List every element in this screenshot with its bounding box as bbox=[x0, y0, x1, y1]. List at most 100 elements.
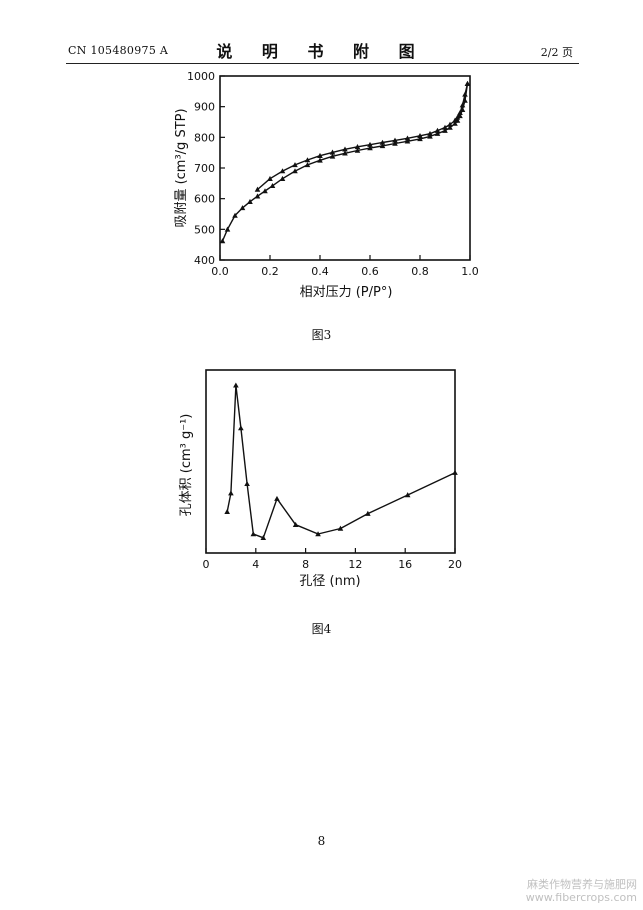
figure-4-pore-size-chart: 0 4 8 12 16 20 孔径 (nm) 孔体积 (cm³ g⁻¹) bbox=[179, 369, 462, 589]
fig3-series-1-point bbox=[354, 144, 361, 150]
fig4-series-0-point bbox=[292, 521, 299, 527]
fig3-x-tick-label: 0.8 bbox=[411, 265, 429, 278]
fig4-series-0-point bbox=[224, 508, 230, 514]
fig4-x-tick-label: 8 bbox=[302, 558, 309, 571]
fig4-series-0-point bbox=[274, 495, 280, 501]
fig3-series-1-point bbox=[404, 135, 411, 141]
fig3-series-1-point bbox=[304, 157, 311, 163]
watermark-url: www.fibercrops.com bbox=[525, 891, 637, 904]
fig4-x-tick-label: 4 bbox=[252, 558, 259, 571]
fig3-x-tick-label: 0.6 bbox=[361, 265, 379, 278]
patent-number: CN 105480975 A bbox=[68, 44, 169, 57]
fig3-series-1-point bbox=[279, 168, 286, 174]
fig3-series-1-point bbox=[427, 130, 433, 136]
fig3-series-1-point bbox=[417, 133, 423, 139]
fig3-series-1-point bbox=[457, 110, 463, 116]
fig3-series-0-point bbox=[442, 127, 448, 133]
fig4-x-tick-label: 12 bbox=[348, 558, 362, 571]
fig4-x-axis-label: 孔径 (nm) bbox=[299, 574, 360, 589]
fig4-series-0-point bbox=[238, 425, 244, 431]
fig3-series-1-point bbox=[342, 146, 348, 152]
fig3-series-0-point bbox=[379, 143, 386, 149]
fig3-series-0-point bbox=[304, 162, 311, 168]
fig3-series-0-point bbox=[354, 147, 361, 153]
fig3-series-1-point bbox=[379, 139, 386, 145]
fig3-series-1-point bbox=[447, 121, 453, 127]
fig3-y-tick-label: 900 bbox=[194, 101, 215, 114]
fig4-plot-frame bbox=[205, 369, 456, 554]
fig3-series-1-point bbox=[367, 141, 373, 147]
fig3-series-1-point bbox=[454, 114, 461, 120]
fig4-series-0-point bbox=[452, 469, 458, 475]
fig3-series-0-point bbox=[279, 175, 286, 181]
fig4-series-0-point bbox=[337, 525, 344, 531]
fig4-series-0-line bbox=[226, 384, 456, 539]
header-title: 说 明 书 附 图 bbox=[216, 42, 427, 61]
fig3-series-0-point bbox=[254, 193, 261, 199]
fig3-x-axis-label: 相对压力 (P/P°) bbox=[300, 285, 393, 300]
fig3-series-0-point bbox=[262, 188, 268, 194]
fig3-series-1-point bbox=[464, 80, 471, 86]
fig3-series-0-point bbox=[367, 145, 373, 151]
fig3-series-0-point bbox=[404, 138, 411, 144]
fig3-series-1-point bbox=[292, 162, 298, 168]
fig3-series-0-point bbox=[219, 238, 226, 244]
fig3-x-tick-label: 0.0 bbox=[211, 265, 229, 278]
watermark: 麻类作物营养与施肥网 www.fibercrops.com bbox=[526, 878, 637, 904]
fig3-series-0-point bbox=[417, 136, 423, 142]
watermark-name: 麻类作物营养与施肥网 bbox=[527, 878, 637, 891]
fig3-series-0-point bbox=[239, 205, 246, 211]
fig3-series-0-point bbox=[329, 153, 336, 159]
fig3-series-1-point bbox=[329, 149, 336, 155]
fig4-series-0-point bbox=[260, 534, 267, 540]
fig4-x-tick-label: 0 bbox=[203, 558, 210, 571]
fig3-y-tick-label: 1000 bbox=[187, 70, 215, 83]
fig3-series-0-point bbox=[247, 198, 253, 204]
fig3-y-tick-label: 600 bbox=[194, 193, 215, 206]
fig3-series-0-point bbox=[447, 124, 453, 130]
fig3-series-0-point bbox=[427, 133, 433, 139]
fig3-series-0-point bbox=[342, 150, 348, 156]
fig4-series-0-point bbox=[244, 481, 250, 487]
fig3-series-1-point bbox=[267, 175, 273, 181]
fig4-x-tick-label: 20 bbox=[448, 558, 462, 571]
fig4-series-0-point bbox=[365, 510, 371, 516]
header-rule bbox=[66, 63, 579, 64]
fig4-series-0-point bbox=[250, 531, 257, 537]
fig3-y-tick-label: 500 bbox=[194, 223, 215, 236]
fig3-x-tick-label: 0.2 bbox=[261, 265, 279, 278]
fig4-series-0-point bbox=[315, 531, 321, 537]
fig3-series-1-point bbox=[459, 102, 466, 108]
fig3-y-tick-label: 800 bbox=[194, 131, 215, 144]
fig3-y-tick-label: 700 bbox=[194, 162, 215, 175]
fig3-series-1-point bbox=[392, 137, 398, 143]
fig3-series-0-point bbox=[232, 212, 238, 218]
fig3-y-axis-label: 吸附量 (cm³/g STP) bbox=[174, 108, 189, 227]
fig3-x-tick-label: 0.4 bbox=[311, 265, 329, 278]
fig4-series-0-point bbox=[233, 382, 239, 388]
page-number: 8 bbox=[317, 834, 326, 848]
fig3-series-0-point bbox=[292, 168, 298, 174]
fig3-series-1-point bbox=[317, 152, 323, 158]
fig3-series-1-point bbox=[434, 127, 441, 133]
fig4-series-0-point bbox=[228, 490, 234, 496]
fig3-series-1-point bbox=[442, 124, 448, 130]
page-header: CN 105480975 A 说 明 书 附 图 2/2 页 bbox=[0, 0, 643, 70]
fig3-series-0-point bbox=[269, 182, 276, 189]
fig3-series-1-point bbox=[452, 117, 458, 123]
figure-3-caption: 图3 bbox=[311, 328, 332, 342]
fig3-series-0-point bbox=[224, 226, 231, 232]
figure-3-isotherm-chart: 0.0 0.2 0.4 0.6 0.8 1.0 400 500 600 700 800 900 1000… bbox=[174, 70, 479, 300]
fig3-x-tick-label: 1.0 bbox=[461, 265, 479, 278]
fig3-series-0-point bbox=[392, 140, 398, 146]
page-count: 2/2 页 bbox=[540, 46, 573, 59]
fig3-y-tick-label: 400 bbox=[194, 254, 215, 267]
fig4-x-tick-label: 16 bbox=[398, 558, 412, 571]
fig3-series-1-point bbox=[462, 91, 468, 97]
fig4-series-0-point bbox=[404, 492, 411, 498]
fig3-series-0-point bbox=[317, 157, 323, 163]
fig3-series-0-point bbox=[452, 120, 458, 126]
figure-4-caption: 图4 bbox=[311, 622, 332, 636]
fig4-y-axis-label: 孔体积 (cm³ g⁻¹) bbox=[179, 414, 194, 517]
fig3-series-0-point bbox=[434, 130, 441, 136]
